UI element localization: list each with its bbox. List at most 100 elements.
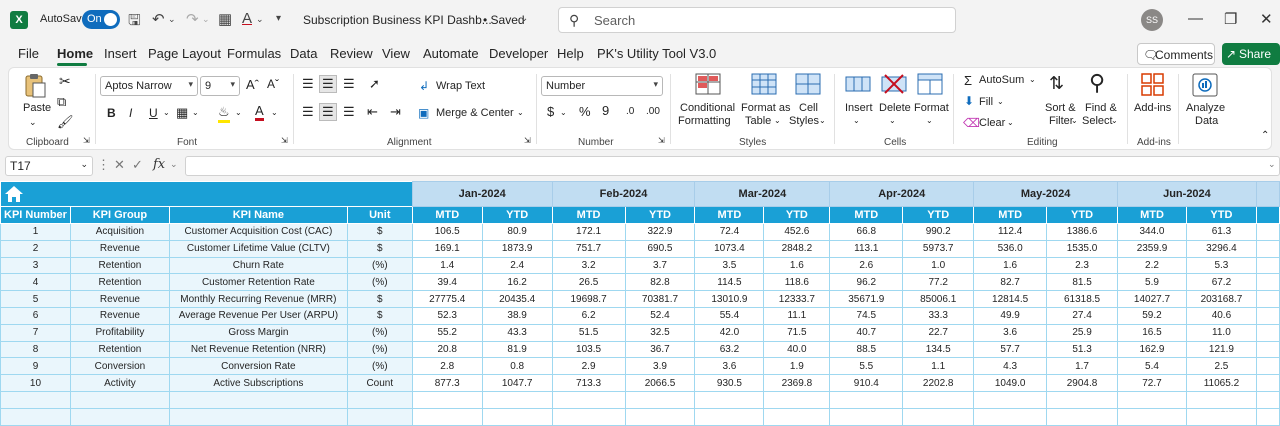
empty-cell[interactable]: [1255, 323, 1280, 342]
delete-cells-icon[interactable]: [881, 73, 907, 100]
ytd-value-cell[interactable]: 71.5: [763, 323, 831, 342]
empty-cell[interactable]: [973, 390, 1048, 409]
empty-cell[interactable]: [902, 390, 975, 409]
merge-dropdown-icon[interactable]: ⌄: [517, 108, 524, 117]
autosum-dropdown-icon[interactable]: ⌄: [1029, 75, 1036, 84]
document-title[interactable]: Subscription Business KPI Dashb...: [303, 13, 492, 27]
kpi-name-cell[interactable]: Gross Margin: [168, 323, 348, 342]
kpi-group-cell[interactable]: Profitability: [69, 323, 170, 342]
empty-cell[interactable]: [1185, 390, 1257, 409]
sort-filter-label-2[interactable]: Filter: [1049, 115, 1074, 127]
font-color-quick-dropdown-icon[interactable]: ⌄: [256, 14, 264, 24]
empty-cell[interactable]: [694, 390, 765, 409]
clear-dropdown-icon[interactable]: ⌄: [1007, 118, 1014, 127]
search-box[interactable]: ⚲ Search: [558, 7, 956, 33]
ytd-value-cell[interactable]: 203168.7: [1185, 290, 1257, 308]
insert-label[interactable]: Insert: [845, 102, 873, 114]
mtd-value-cell[interactable]: 40.7: [829, 323, 904, 342]
kpi-group-cell[interactable]: Revenue: [69, 239, 170, 258]
analyze-data-label-2[interactable]: Data: [1195, 115, 1219, 127]
cell-styles-icon[interactable]: [795, 73, 821, 100]
mtd-value-cell[interactable]: 103.5: [551, 340, 626, 359]
tab-view[interactable]: View: [382, 46, 410, 61]
empty-cell[interactable]: [624, 390, 696, 409]
tab-review[interactable]: Review: [330, 46, 373, 61]
kpi-number-cell[interactable]: 8: [0, 340, 71, 359]
tab-automate[interactable]: Automate: [423, 46, 479, 61]
paste-icon[interactable]: [23, 73, 47, 99]
unit-cell[interactable]: $: [346, 306, 413, 325]
tab-insert[interactable]: Insert: [104, 46, 137, 61]
format-as-table-icon[interactable]: [751, 73, 777, 100]
mtd-value-cell[interactable]: 55.2: [411, 323, 483, 342]
mtd-value-cell[interactable]: 169.1: [411, 239, 483, 258]
format-as-table-label-2[interactable]: Table: [745, 115, 772, 127]
insert-cells-icon[interactable]: [845, 73, 871, 100]
autosum-icon[interactable]: Σ: [964, 73, 973, 88]
table-row[interactable]: 6 Revenue Average Revenue Per User (ARPU) $…: [0, 306, 1280, 325]
format-cells-icon[interactable]: [917, 73, 943, 100]
ytd-value-cell[interactable]: 81.9: [481, 340, 553, 359]
mtd-value-cell[interactable]: 1.4: [411, 256, 483, 275]
underline-dropdown-icon[interactable]: ⌄: [163, 108, 170, 117]
alignment-launcher-icon[interactable]: ⇲: [524, 136, 531, 145]
ytd-value-cell[interactable]: 40.6: [1185, 306, 1257, 325]
unit-cell[interactable]: (%): [346, 340, 413, 359]
unit-cell[interactable]: Count: [346, 374, 413, 392]
format-dropdown-icon[interactable]: ⌄: [926, 116, 933, 125]
tab-help[interactable]: Help: [557, 46, 584, 61]
analyze-data-icon[interactable]: [1192, 73, 1218, 102]
save-status-chevron-icon[interactable]: ⌄: [520, 13, 529, 24]
mtd-value-cell[interactable]: 26.5: [551, 273, 626, 292]
kpi-name-cell[interactable]: Net Revenue Retention (NRR): [168, 340, 348, 359]
fill-dropdown-icon[interactable]: ⌄: [997, 97, 1004, 106]
mtd-value-cell[interactable]: 51.5: [551, 323, 626, 342]
comments-button[interactable]: 🗨 Comments: [1137, 43, 1215, 65]
table-row[interactable]: 10 Activity Active Subscriptions Count 877.3…: [0, 374, 1280, 392]
unit-cell[interactable]: $: [346, 239, 413, 258]
mtd-value-cell[interactable]: 106.5: [411, 223, 483, 241]
decrease-decimal-icon[interactable]: .00: [646, 106, 660, 117]
name-box[interactable]: T17 ⌄: [5, 156, 93, 176]
tab-data[interactable]: Data: [290, 46, 318, 61]
ytd-value-cell[interactable]: 38.9: [481, 306, 553, 325]
merge-center-icon[interactable]: ▣: [418, 106, 430, 120]
currency-icon[interactable]: $: [547, 104, 555, 119]
sort-filter-icon[interactable]: ⇅: [1049, 73, 1065, 93]
mtd-value-cell[interactable]: 27775.4: [411, 290, 483, 308]
collapse-ribbon-icon[interactable]: ⌃: [1261, 130, 1270, 141]
align-bottom-icon[interactable]: ☰: [343, 76, 355, 91]
empty-cell[interactable]: [1117, 390, 1187, 409]
format-label[interactable]: Format: [914, 102, 949, 114]
conditional-formatting-label-1[interactable]: Conditional: [680, 102, 736, 114]
mtd-value-cell[interactable]: 52.3: [411, 306, 483, 325]
mtd-value-cell[interactable]: 63.2: [694, 340, 765, 359]
insert-dropdown-icon[interactable]: ⌄: [853, 116, 860, 125]
fill-icon[interactable]: ⬇: [964, 94, 975, 108]
mtd-value-cell[interactable]: 13010.9: [694, 290, 765, 308]
empty-cell[interactable]: [1185, 407, 1257, 426]
cancel-entry-icon[interactable]: ✕: [114, 157, 125, 172]
ytd-value-cell[interactable]: 5.3: [1185, 256, 1257, 275]
ytd-value-cell[interactable]: 1.1: [902, 357, 975, 376]
comma-style-icon[interactable]: 9: [602, 103, 610, 118]
empty-cell[interactable]: [1255, 290, 1280, 308]
mtd-value-cell[interactable]: 930.5: [694, 374, 765, 392]
empty-cell[interactable]: [69, 407, 170, 426]
ytd-value-cell[interactable]: 40.0: [763, 340, 831, 359]
redo-icon[interactable]: ↷: [186, 11, 199, 28]
ytd-value-cell[interactable]: 690.5: [624, 239, 696, 258]
redo-dropdown-icon[interactable]: ⌄: [202, 14, 210, 24]
fill-color-icon[interactable]: ♨: [218, 104, 230, 123]
bold-icon[interactable]: B: [107, 106, 116, 120]
empty-cell[interactable]: [1255, 407, 1280, 426]
tab-home[interactable]: Home: [57, 46, 94, 61]
mtd-value-cell[interactable]: 877.3: [411, 374, 483, 392]
fx-dropdown-icon[interactable]: ⌄: [170, 159, 178, 169]
ytd-value-cell[interactable]: 81.5: [1046, 273, 1119, 292]
empty-cell[interactable]: [1046, 407, 1119, 426]
ytd-value-cell[interactable]: 1.7: [1046, 357, 1119, 376]
unit-cell[interactable]: (%): [346, 256, 413, 275]
kpi-name-cell[interactable]: Monthly Recurring Revenue (MRR): [168, 290, 348, 308]
font-color-icon[interactable]: A: [255, 103, 264, 121]
